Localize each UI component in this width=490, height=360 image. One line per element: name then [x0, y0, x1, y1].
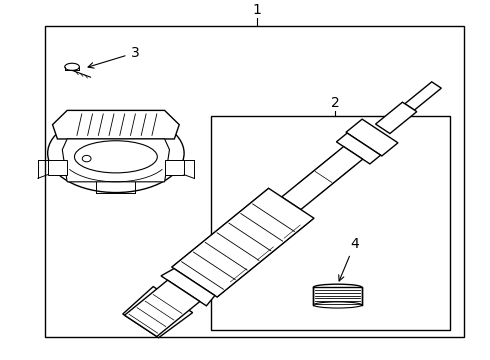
Polygon shape	[375, 102, 417, 134]
Polygon shape	[62, 139, 170, 182]
Polygon shape	[165, 161, 184, 175]
Polygon shape	[405, 82, 441, 110]
Bar	[211, 116, 450, 330]
Polygon shape	[314, 287, 362, 305]
Polygon shape	[122, 287, 193, 338]
Polygon shape	[161, 269, 215, 306]
Text: 4: 4	[339, 237, 359, 281]
Ellipse shape	[65, 63, 79, 71]
Polygon shape	[346, 119, 398, 156]
Polygon shape	[172, 188, 314, 297]
Ellipse shape	[82, 156, 91, 162]
Text: 2: 2	[331, 96, 340, 110]
Text: 1: 1	[253, 3, 262, 17]
Ellipse shape	[314, 302, 362, 308]
Text: 3: 3	[88, 46, 139, 68]
Ellipse shape	[74, 141, 157, 173]
Polygon shape	[52, 111, 179, 139]
Bar	[45, 26, 464, 337]
Polygon shape	[124, 280, 200, 337]
Polygon shape	[282, 147, 363, 210]
Ellipse shape	[48, 114, 184, 193]
Ellipse shape	[314, 284, 362, 291]
Polygon shape	[48, 161, 67, 175]
Polygon shape	[337, 133, 381, 164]
